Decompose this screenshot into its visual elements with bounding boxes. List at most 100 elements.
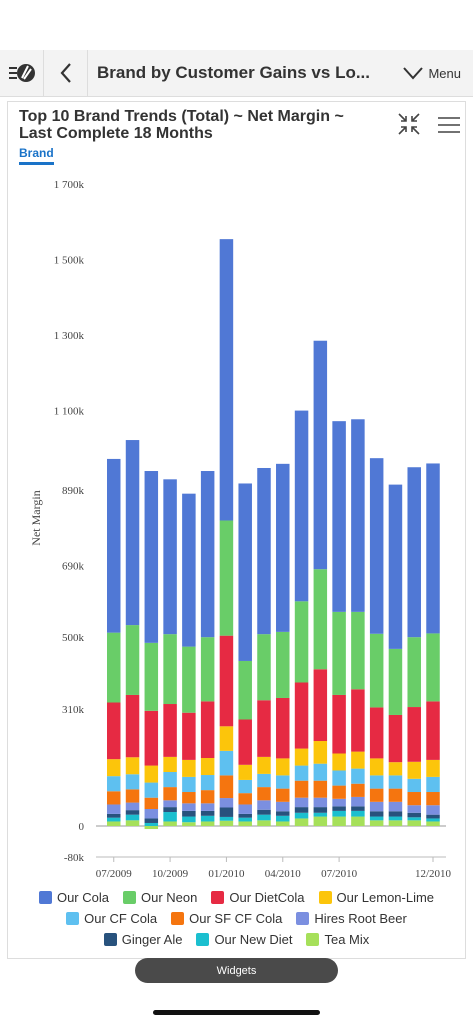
bar-segment[interactable] (182, 816, 196, 823)
bar-segment[interactable] (257, 756, 271, 774)
bar-segment[interactable] (426, 818, 440, 822)
bar-segment[interactable] (332, 770, 346, 786)
bar-segment[interactable] (313, 741, 328, 764)
bar-segment[interactable] (125, 814, 140, 821)
bar-segment[interactable] (332, 798, 346, 807)
bar-segment[interactable] (219, 820, 234, 826)
bar-segment[interactable] (388, 820, 403, 826)
bar-segment[interactable] (294, 818, 309, 826)
bar-segment[interactable] (200, 815, 215, 822)
menu-button[interactable]: Menu (402, 66, 473, 81)
bar-segment[interactable] (200, 471, 215, 638)
bar-segment[interactable] (294, 780, 309, 798)
bar-segment[interactable] (144, 822, 159, 826)
bar-segment[interactable] (426, 776, 440, 793)
bar-segment[interactable] (182, 776, 196, 793)
bar-segment[interactable] (125, 440, 140, 626)
bar-segment[interactable] (426, 821, 440, 826)
bar-segment[interactable] (257, 634, 271, 701)
bar-segment[interactable] (144, 818, 159, 823)
bar-segment[interactable] (294, 765, 309, 781)
bar-segment[interactable] (125, 820, 140, 826)
bar-segment[interactable] (369, 811, 384, 817)
bar-segment[interactable] (294, 797, 309, 808)
bar-segment[interactable] (257, 787, 271, 801)
bar-segment[interactable] (294, 748, 309, 766)
bar-segment[interactable] (182, 493, 196, 647)
back-button[interactable] (44, 50, 88, 96)
bar-segment[interactable] (163, 771, 177, 788)
bar-segment[interactable] (200, 637, 215, 702)
bar-segment[interactable] (276, 758, 290, 776)
bar-segment[interactable] (388, 801, 403, 812)
bar-segment[interactable] (369, 758, 384, 776)
bar-segment[interactable] (107, 776, 121, 792)
bar-segment[interactable] (238, 793, 252, 805)
bar-segment[interactable] (144, 782, 159, 798)
bar-segment[interactable] (219, 775, 234, 799)
bar-segment[interactable] (144, 826, 159, 830)
legend-item[interactable]: Ginger Ale (103, 932, 182, 947)
bar-segment[interactable] (407, 467, 421, 638)
bar-segment[interactable] (313, 797, 328, 808)
bar-segment[interactable] (200, 790, 215, 804)
bar-segment[interactable] (407, 817, 421, 821)
legend-item[interactable]: Our SF CF Cola (171, 911, 282, 926)
bar-segment[interactable] (351, 611, 365, 690)
legend-item[interactable]: Our Cola (38, 890, 109, 905)
bar-segment[interactable] (426, 463, 440, 634)
bar-segment[interactable] (388, 484, 403, 649)
bar-segment[interactable] (107, 813, 121, 818)
bar-segment[interactable] (426, 633, 440, 702)
bar-segment[interactable] (351, 816, 365, 826)
bar-segment[interactable] (200, 758, 215, 776)
bar-segment[interactable] (351, 796, 365, 807)
bar-segment[interactable] (107, 458, 121, 633)
bar-segment[interactable] (238, 764, 252, 780)
bar-segment[interactable] (276, 815, 290, 822)
bar-segment[interactable] (257, 467, 271, 635)
bar-segment[interactable] (351, 751, 365, 769)
bar-segment[interactable] (182, 712, 196, 760)
bar-segment[interactable] (407, 707, 421, 762)
bar-segment[interactable] (332, 611, 346, 695)
bar-segment[interactable] (257, 773, 271, 788)
bar-segment[interactable] (369, 633, 384, 708)
bar-segment[interactable] (144, 471, 159, 643)
legend-item[interactable]: Tea Mix (306, 932, 369, 947)
bar-segment[interactable] (313, 669, 328, 742)
bar-segment[interactable] (369, 816, 384, 821)
bar-segment[interactable] (219, 726, 234, 751)
bar-segment[interactable] (426, 701, 440, 760)
bar-segment[interactable] (276, 801, 290, 812)
bar-segment[interactable] (144, 797, 159, 810)
hamburger-menu-icon[interactable] (437, 116, 461, 134)
bar-segment[interactable] (125, 810, 140, 815)
bar-segment[interactable] (332, 753, 346, 771)
bar-segment[interactable] (219, 807, 234, 817)
bar-segment[interactable] (238, 779, 252, 794)
bar-segment[interactable] (107, 632, 121, 703)
bar-segment[interactable] (313, 780, 328, 798)
bar-segment[interactable] (107, 817, 121, 822)
bar-segment[interactable] (351, 419, 365, 612)
bar-segment[interactable] (200, 701, 215, 759)
bar-segment[interactable] (332, 421, 346, 612)
bar-segment[interactable] (388, 811, 403, 817)
bar-segment[interactable] (200, 810, 215, 816)
bar-segment[interactable] (219, 239, 234, 521)
bar-segment[interactable] (407, 778, 421, 793)
bar-segment[interactable] (182, 822, 196, 826)
bar-segment[interactable] (238, 817, 252, 822)
bar-segment[interactable] (238, 821, 252, 826)
bar-segment[interactable] (257, 700, 271, 757)
bar-segment[interactable] (369, 775, 384, 789)
bar-segment[interactable] (351, 783, 365, 797)
legend-item[interactable]: Our CF Cola (66, 911, 157, 926)
bar-segment[interactable] (107, 804, 121, 814)
bar-segment[interactable] (163, 800, 177, 808)
bar-segment[interactable] (388, 762, 403, 776)
bar-segment[interactable] (332, 785, 346, 799)
bar-segment[interactable] (125, 789, 140, 803)
bar-segment[interactable] (294, 682, 309, 749)
